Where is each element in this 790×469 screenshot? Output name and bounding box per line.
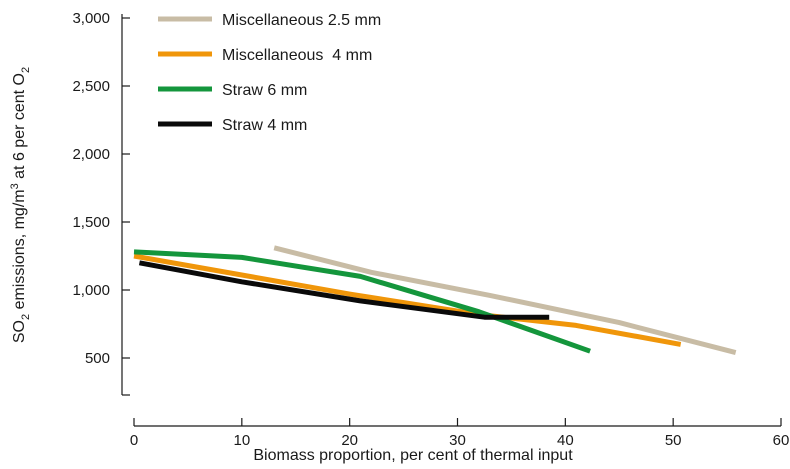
legend-item: Straw 4 mm bbox=[158, 117, 307, 134]
x-tick-label: 30 bbox=[449, 432, 466, 449]
legend-label: Miscellaneous 4 mm bbox=[222, 47, 372, 64]
x-tick-label: 0 bbox=[130, 432, 138, 449]
legend-label: Straw 6 mm bbox=[222, 82, 307, 99]
x-tick-label: 20 bbox=[341, 432, 358, 449]
y-tick-label: 3,000 bbox=[72, 10, 110, 27]
legend-item: Miscellaneous 2.5 mm bbox=[158, 12, 381, 29]
legend-label: Straw 4 mm bbox=[222, 117, 307, 134]
x-axis-label: Biomass proportion, per cent of thermal … bbox=[253, 447, 573, 464]
y-tick-label: 1,500 bbox=[72, 214, 110, 231]
y-tick-label: 2,500 bbox=[72, 78, 110, 95]
y-tick-label: 1,000 bbox=[72, 282, 110, 299]
y-tick-label: 500 bbox=[85, 350, 110, 367]
series-line-1 bbox=[273, 245, 737, 356]
series-line-2 bbox=[133, 253, 682, 347]
legend-label: Miscellaneous 2.5 mm bbox=[222, 12, 381, 29]
x-tick-label: 60 bbox=[773, 432, 790, 449]
x-tick-label: 50 bbox=[665, 432, 682, 449]
series-line-4 bbox=[138, 260, 550, 320]
series-layer bbox=[133, 245, 737, 356]
axes bbox=[121, 14, 781, 427]
y-axis-label: SO2 emissions, mg/m3 at 6 per cent O2 bbox=[9, 67, 32, 343]
y-tick-label: 2,000 bbox=[72, 146, 110, 163]
y-axis-ticks: 500 1,000 1,500 2,000 2,500 3,000 bbox=[72, 10, 130, 396]
x-tick-label: 10 bbox=[233, 432, 250, 449]
series-line-3 bbox=[133, 249, 591, 354]
legend: Miscellaneous 2.5 mm Miscellaneous 4 mm St… bbox=[158, 12, 381, 134]
x-tick-label: 40 bbox=[557, 432, 574, 449]
legend-item: Straw 6 mm bbox=[158, 82, 307, 99]
x-axis-ticks: 0 10 20 30 40 50 60 bbox=[130, 418, 790, 449]
legend-item: Miscellaneous 4 mm bbox=[158, 47, 372, 64]
